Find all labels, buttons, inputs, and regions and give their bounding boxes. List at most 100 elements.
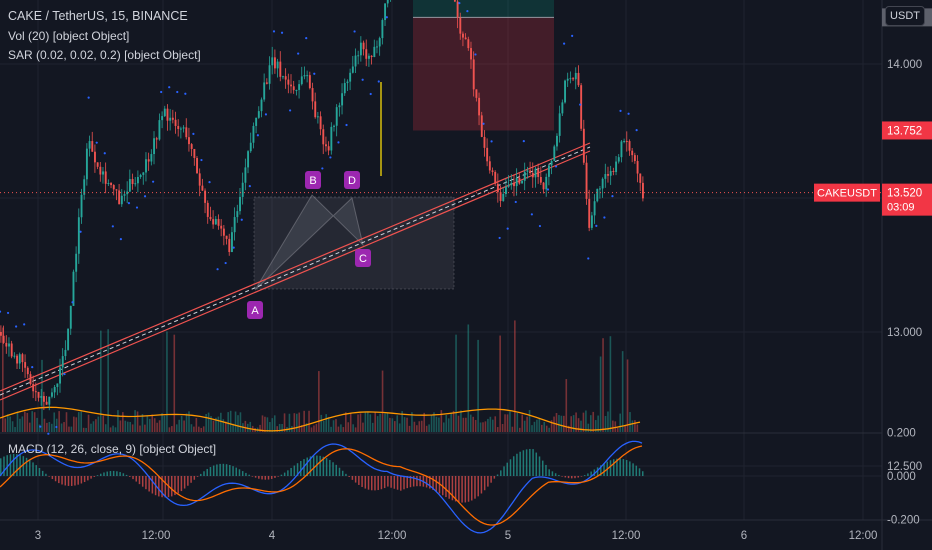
volume-bar xyxy=(4,418,7,432)
macd-histogram-bar xyxy=(425,476,428,488)
volume-bar xyxy=(447,418,450,432)
candle-body xyxy=(566,78,569,81)
candle-body xyxy=(69,305,72,329)
macd-histogram-bar xyxy=(3,456,5,476)
sar-dot xyxy=(514,200,517,204)
candle-body xyxy=(502,194,505,201)
volume-bar xyxy=(521,414,523,432)
macd-histogram-bar xyxy=(548,469,550,476)
volume-bar xyxy=(63,422,65,432)
macd-histogram-bar xyxy=(29,459,31,476)
volume-bar xyxy=(28,422,31,432)
sar-dot xyxy=(200,158,203,162)
volume-bar xyxy=(433,412,435,432)
candle-body xyxy=(499,192,502,201)
candle-body xyxy=(233,217,236,233)
sar-dot xyxy=(458,2,461,5)
sar-dot xyxy=(264,113,268,116)
volume-bar xyxy=(151,414,154,432)
volume-bar xyxy=(443,422,445,432)
volume-bar xyxy=(389,417,391,432)
candle-body xyxy=(617,157,620,162)
macd-histogram-bar xyxy=(474,476,476,499)
volume-bar xyxy=(55,418,58,432)
volume-bar xyxy=(24,411,26,432)
volume-bar xyxy=(305,423,308,432)
macd-histogram-bar xyxy=(9,454,12,476)
macd-histogram-bar xyxy=(512,456,515,476)
channel-midline xyxy=(0,146,591,396)
volume-bar xyxy=(582,412,585,432)
sar-dot xyxy=(603,216,606,219)
time-tick-label: 5 xyxy=(505,530,511,542)
sar-dot xyxy=(208,181,211,184)
candle-body xyxy=(174,119,177,126)
volume-bar xyxy=(296,413,298,432)
sar-dot xyxy=(168,86,171,89)
volume-bar xyxy=(139,425,141,432)
volume-bar xyxy=(144,424,146,432)
volume-bar xyxy=(548,427,550,432)
candle-body xyxy=(625,140,628,142)
volume-bar xyxy=(202,426,205,432)
volume-bar xyxy=(555,413,558,432)
indicator-volume-legend[interactable]: Vol (20) [object Object] xyxy=(8,29,130,43)
indicator-sar-legend[interactable]: SAR (0.02, 0.02, 0.2) [object Object] xyxy=(8,48,201,62)
macd-histogram-bar xyxy=(461,476,463,503)
candle-body xyxy=(10,343,13,357)
candle-body xyxy=(45,401,48,405)
sar-dot xyxy=(272,30,276,33)
volume-bar xyxy=(300,425,303,432)
volume-bar xyxy=(354,427,357,432)
candle-body xyxy=(112,185,115,190)
macd-histogram-bar xyxy=(200,473,202,476)
volume-bar xyxy=(484,421,487,432)
volume-bar xyxy=(244,420,247,432)
candle-body xyxy=(362,42,365,50)
macd-histogram-bar xyxy=(358,476,360,485)
sar-dot xyxy=(369,92,372,96)
macd-histogram-bar xyxy=(38,467,41,476)
volume-bar xyxy=(327,417,330,432)
macd-histogram-bar xyxy=(587,473,589,476)
volume-bar xyxy=(472,416,474,432)
volume-bar xyxy=(460,410,462,432)
candle-body xyxy=(515,177,518,187)
candle-body xyxy=(85,148,88,180)
volume-bar xyxy=(626,359,629,432)
candle-body xyxy=(314,101,317,118)
macd-histogram-bar xyxy=(458,476,460,503)
candle-body xyxy=(486,147,489,162)
volume-bar xyxy=(217,416,220,432)
macd-histogram-bar xyxy=(432,476,434,490)
macd-legend[interactable]: MACD (12, 26, close, 9) [object Object] xyxy=(8,442,217,456)
volume-bar xyxy=(345,412,347,432)
volume-bar xyxy=(234,411,237,432)
volume-bar xyxy=(577,418,580,432)
sar-dot xyxy=(240,218,243,221)
macd-histogram-bar xyxy=(293,465,296,476)
candle-body xyxy=(290,84,293,87)
volume-bar xyxy=(6,414,9,432)
candle-body xyxy=(161,116,164,121)
candle-body xyxy=(518,177,521,184)
candle-body xyxy=(37,391,40,398)
volume-bar xyxy=(362,422,364,432)
candle-body xyxy=(196,157,198,174)
volume-bar xyxy=(104,424,107,432)
sar-dot xyxy=(192,132,195,135)
candle-body xyxy=(120,195,123,205)
macd-histogram-bar xyxy=(280,474,283,476)
candle-body xyxy=(131,179,134,184)
macd-histogram-bar xyxy=(83,476,86,483)
macd-histogram-bar xyxy=(151,476,154,494)
currency-selector[interactable]: USDT xyxy=(885,6,925,26)
macd-histogram-bar xyxy=(141,476,144,487)
macd-histogram-bar xyxy=(632,463,634,476)
macd-histogram-bar xyxy=(445,476,447,498)
candle-body xyxy=(459,17,462,34)
candle-body xyxy=(217,218,220,226)
candle-body xyxy=(72,271,75,306)
